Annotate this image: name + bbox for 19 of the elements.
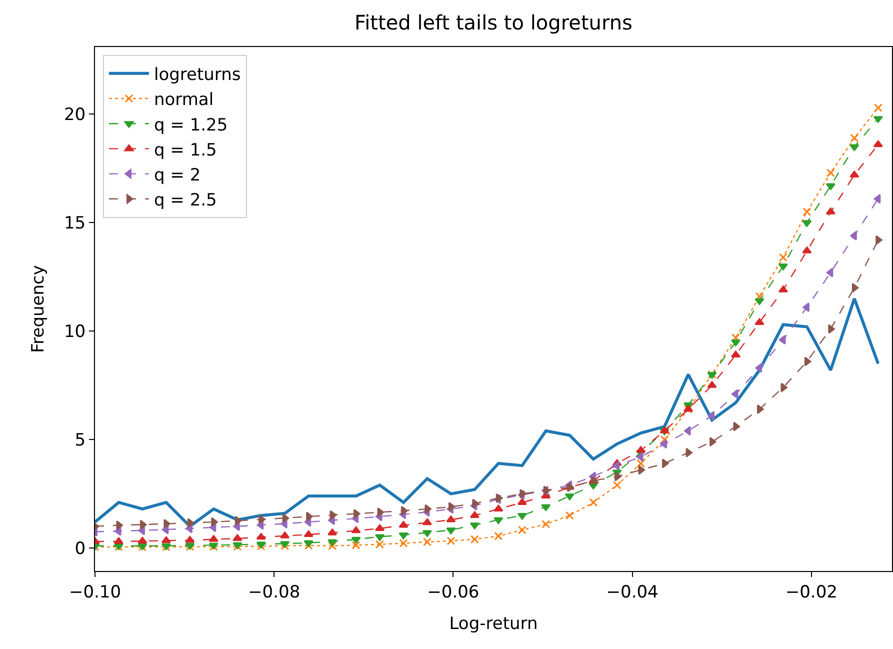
x-tick-label: −0.08 [248,582,300,602]
legend-label: q = 2.5 [154,190,217,211]
legend-label: logreturns [154,65,241,86]
legend-label: q = 2 [154,165,201,186]
y-tick-label: 15 [64,214,86,234]
y-tick-label: 0 [74,538,86,559]
y-tick-label: 10 [64,322,86,342]
y-tick-label: 5 [74,430,86,451]
legend-label: normal [154,90,214,110]
x-tick-label: −0.04 [606,582,658,602]
x-axis-title: Log-return [449,614,538,634]
x-tick-label: −0.02 [785,582,838,602]
legend-label: q = 1.25 [154,115,228,136]
chart-title: Fitted left tails to logreturns [354,10,632,35]
y-tick-label: 20 [64,105,86,126]
legend-label: q = 1.5 [154,140,217,160]
y-axis-title: Frequency [28,265,49,353]
x-tick-label: −0.10 [68,582,122,602]
x-tick-label: −0.06 [427,582,480,602]
